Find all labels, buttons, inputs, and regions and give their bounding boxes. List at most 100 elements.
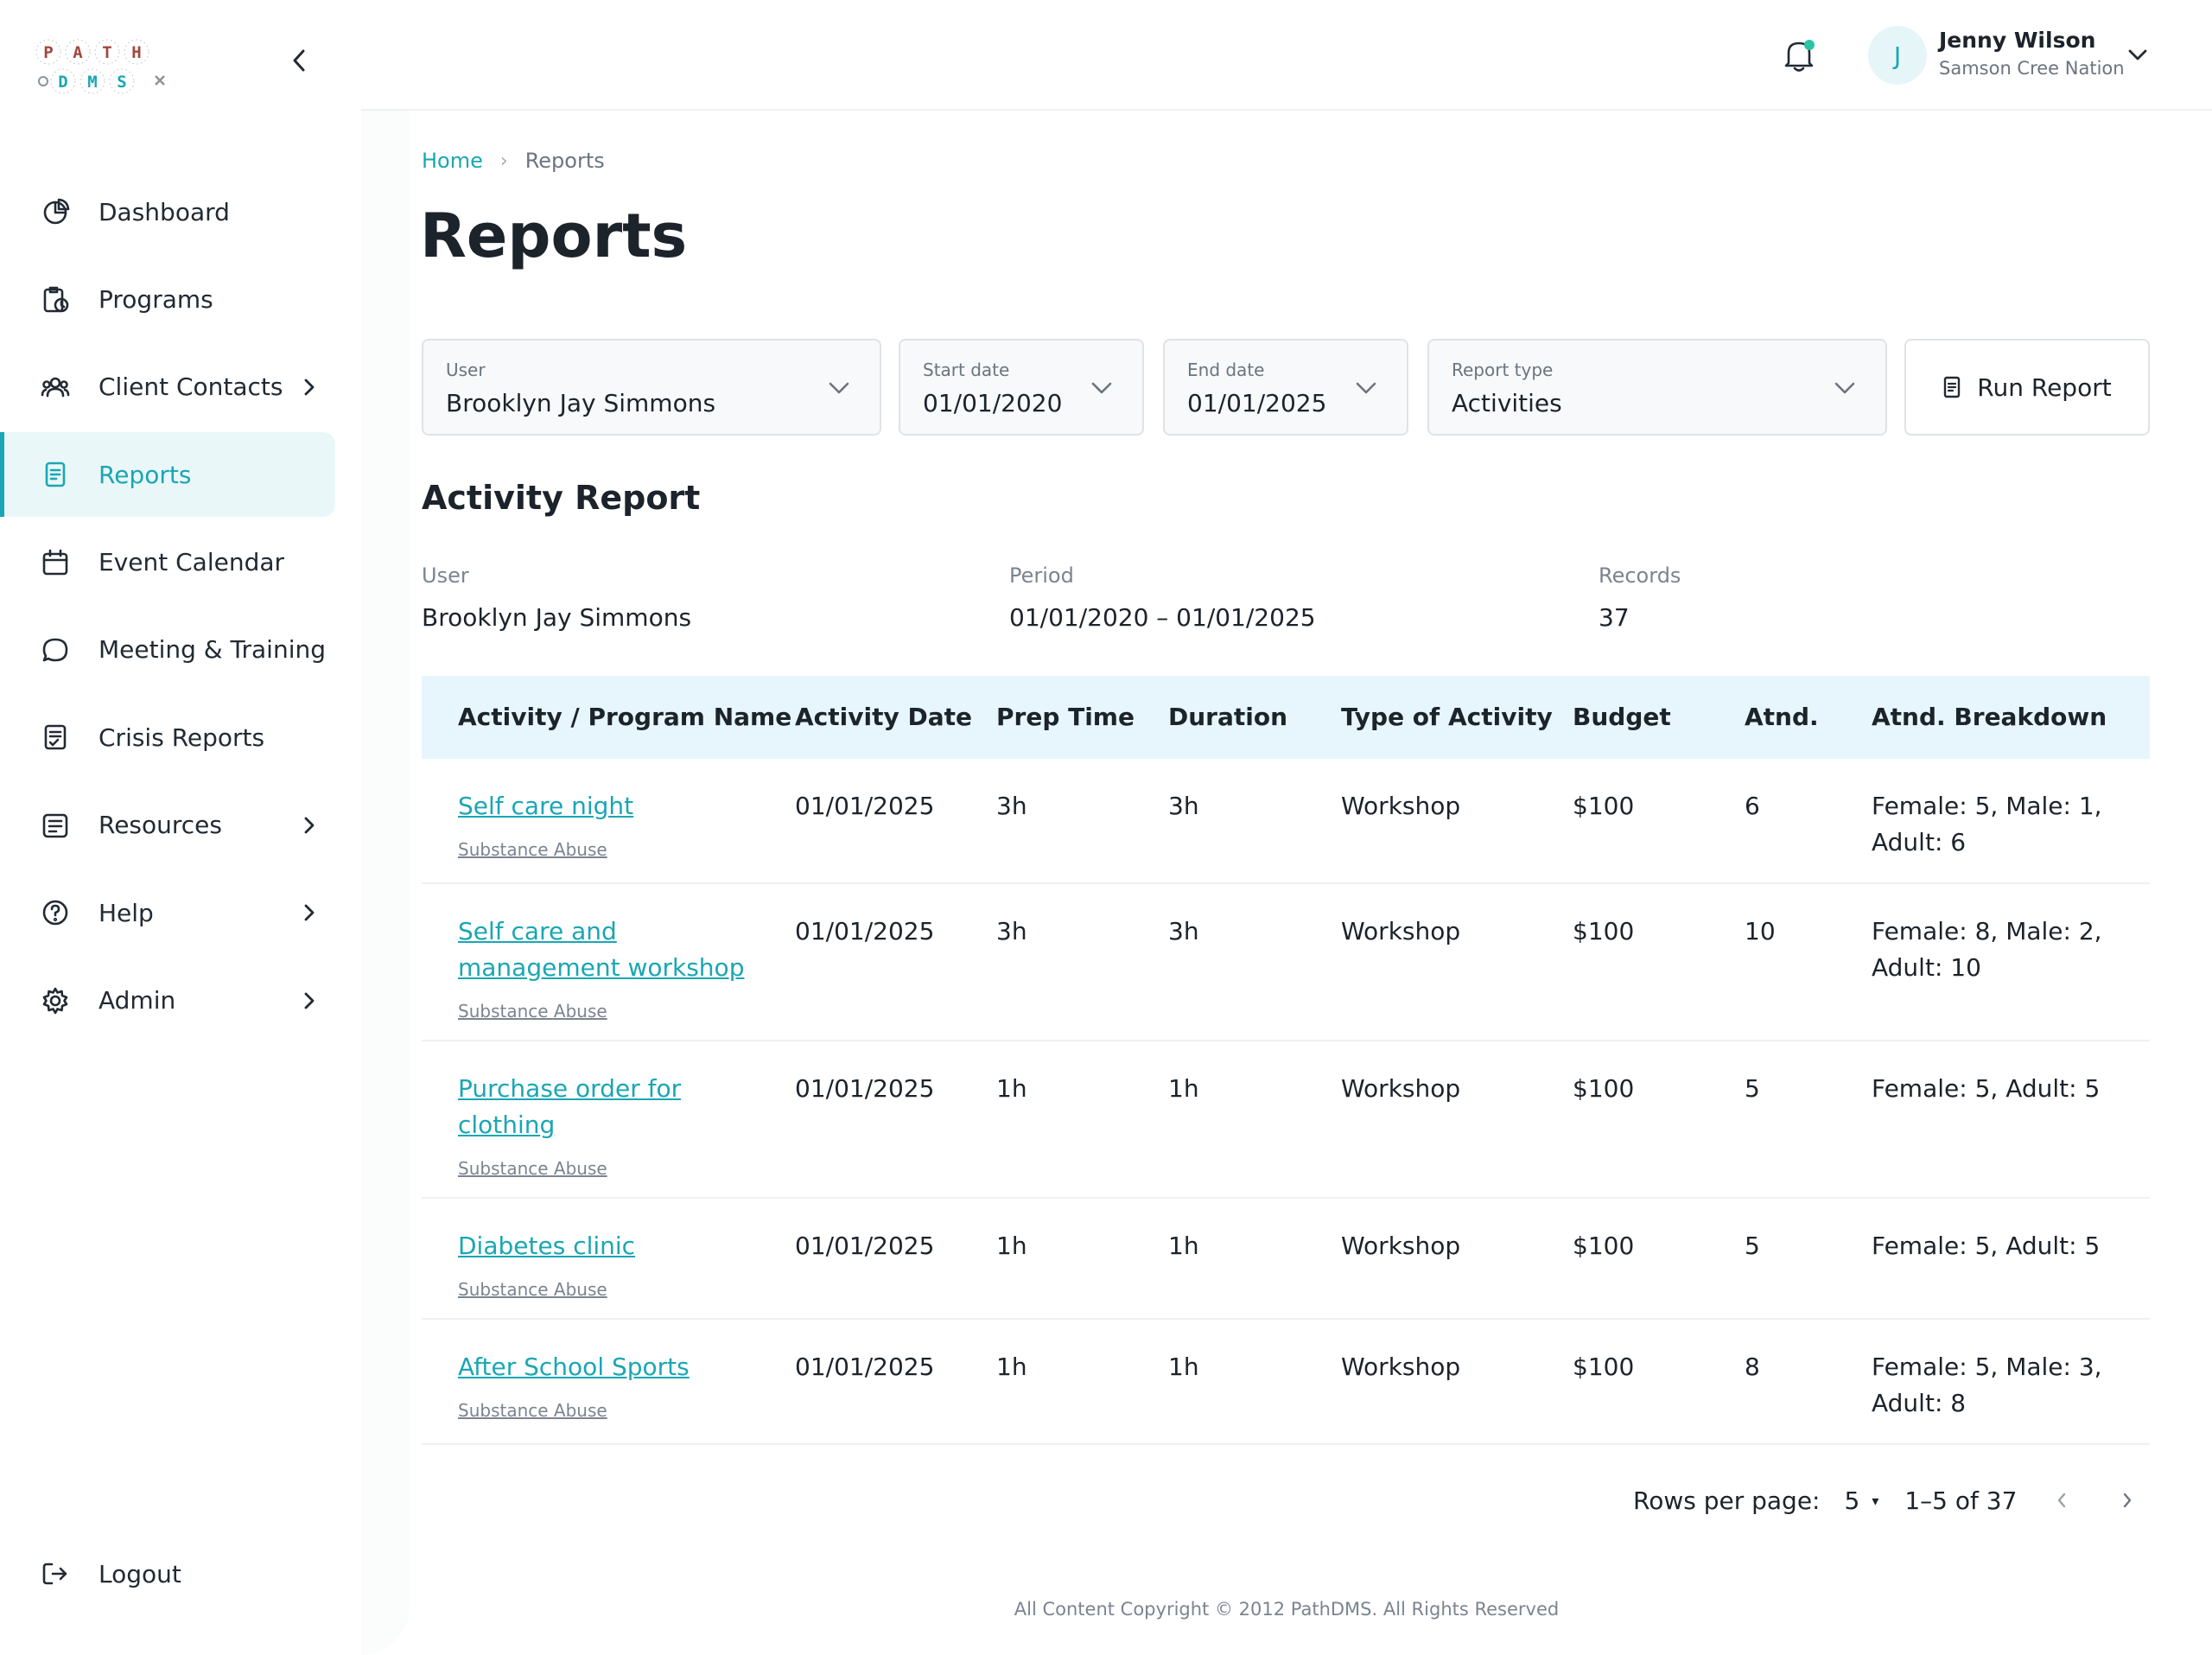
- page-title: Reports: [420, 201, 688, 271]
- notifications-button[interactable]: [1778, 35, 1820, 76]
- sidebar-item-event-calendar[interactable]: Event Calendar: [0, 520, 361, 605]
- sidebar-item-dashboard[interactable]: Dashboard: [0, 169, 361, 254]
- chevron-down-icon: [1832, 375, 1858, 401]
- run-report-button[interactable]: Run Report: [1904, 339, 2150, 436]
- sidebar: P A T H D M S Dashboard Programs Client Co…: [0, 0, 361, 1655]
- user-menu-button[interactable]: [2124, 41, 2152, 69]
- activity-name-link[interactable]: Self care night: [458, 792, 634, 820]
- summary-user: User Brooklyn Jay Simmons: [422, 563, 691, 632]
- user-info[interactable]: Jenny Wilson Samson Cree Nation: [1939, 28, 2125, 79]
- summary-user-value: Brooklyn Jay Simmons: [422, 603, 692, 632]
- logout-button[interactable]: Logout: [0, 1531, 361, 1616]
- program-category-link[interactable]: Substance Abuse: [458, 1279, 607, 1300]
- program-category-link[interactable]: Substance Abuse: [458, 1400, 607, 1421]
- rows-per-page-select[interactable]: 5 ▾: [1845, 1486, 1879, 1515]
- col-duration: 3h: [1168, 792, 1199, 820]
- col-attendance-breakdown: Female: 5, Male: 3, Adult: 8: [1872, 1349, 2102, 1422]
- report-type-value: Activities: [1452, 389, 1562, 417]
- attendance-breakdown-line: Female: 5, Adult: 5: [1872, 1074, 2101, 1103]
- bell-icon: [1784, 41, 1814, 72]
- activity-name-link[interactable]: clothing: [458, 1111, 556, 1139]
- col-attendance: 6: [1745, 792, 1760, 820]
- header-col-type-of-activity: Type of Activity: [1341, 703, 1553, 731]
- chevron-right-icon: [299, 373, 320, 401]
- header-col-duration: Duration: [1168, 703, 1288, 731]
- col-attendance-breakdown: Female: 5, Adult: 5: [1872, 1228, 2100, 1264]
- user-select[interactable]: User Brooklyn Jay Simmons: [422, 339, 881, 436]
- col-activity-name: Self care night Substance Abuse: [458, 788, 633, 868]
- activity-name-link[interactable]: Purchase order for: [458, 1074, 682, 1103]
- sidebar-item-client-contacts[interactable]: Client Contacts: [0, 345, 361, 430]
- end-date-label: End date: [1187, 360, 1265, 380]
- avatar[interactable]: J: [1868, 26, 1927, 85]
- program-category-link[interactable]: Substance Abuse: [458, 1158, 607, 1179]
- col-activity-name: After School Sports Substance Abuse: [458, 1349, 690, 1429]
- sidebar-item-crisis-reports[interactable]: Crisis Reports: [0, 695, 361, 780]
- clipboard-check-icon: [40, 722, 71, 753]
- program-category-link[interactable]: Substance Abuse: [458, 839, 607, 860]
- chevron-down-icon: [1353, 375, 1379, 401]
- table-row: After School Sports Substance Abuse 01/01/…: [422, 1320, 2150, 1445]
- breadcrumb-separator: ›: [499, 150, 508, 172]
- col-prep-time: 3h: [996, 792, 1027, 820]
- breadcrumb-current: Reports: [524, 149, 605, 173]
- sidebar-item-label: Meeting & Training: [99, 635, 327, 665]
- chevron-right-icon: [299, 899, 320, 926]
- collapse-sidebar-button[interactable]: [285, 45, 313, 76]
- attendance-breakdown-line: Adult: 10: [1872, 953, 1981, 982]
- activity-name-link[interactable]: Diabetes clinic: [458, 1232, 636, 1260]
- col-budget: $100: [1573, 792, 1635, 820]
- col-budget: $100: [1573, 1074, 1635, 1103]
- program-category-link[interactable]: Substance Abuse: [458, 1001, 607, 1022]
- logout-label: Logout: [99, 1559, 181, 1588]
- start-date-picker[interactable]: Start date 01/01/2020: [899, 339, 1144, 436]
- attendance-breakdown-line: Adult: 6: [1872, 828, 1967, 856]
- table-body: Self care night Substance Abuse 01/01/2025…: [422, 759, 2150, 1445]
- gear-icon: [40, 985, 71, 1016]
- sidebar-item-label: Crisis Reports: [99, 722, 265, 752]
- svg-text:P: P: [43, 43, 53, 62]
- attendance-breakdown-line: Female: 5, Male: 3,: [1872, 1353, 2102, 1381]
- users-icon: [40, 372, 71, 403]
- sidebar-edge: [361, 0, 410, 1655]
- sidebar-item-meeting-and-training[interactable]: Meeting & Training: [0, 608, 361, 692]
- attendance-breakdown-line: Female: 5, Male: 1,: [1872, 792, 2102, 820]
- sidebar-item-reports[interactable]: Reports: [0, 432, 335, 518]
- header-col-attendance: Atnd.: [1745, 703, 1819, 731]
- attendance-breakdown-line: Female: 5, Adult: 5: [1872, 1232, 2101, 1260]
- sidebar-item-resources[interactable]: Resources: [0, 783, 361, 868]
- report-type-select[interactable]: Report type Activities: [1427, 339, 1887, 436]
- svg-text:H: H: [131, 43, 141, 62]
- sidebar-item-programs[interactable]: Programs: [0, 257, 361, 341]
- pathdms-logo[interactable]: P A T H D M S: [35, 35, 207, 100]
- header-col-activity-name: Activity / Program Name: [458, 703, 792, 731]
- sidebar-item-label: Event Calendar: [99, 548, 285, 577]
- clipboard-clock-icon: [40, 283, 71, 315]
- end-date-picker[interactable]: End date 01/01/2025: [1163, 339, 1408, 436]
- col-type-of-activity: Workshop: [1341, 1353, 1461, 1381]
- summary-period: Period 01/01/2020 – 01/01/2025: [1009, 563, 1316, 632]
- user-name: Jenny Wilson: [1939, 28, 2096, 53]
- chevron-down-icon: [1089, 375, 1115, 401]
- activity-name-link[interactable]: management workshop: [458, 953, 745, 982]
- col-activity-date: 01/01/2025: [795, 917, 935, 945]
- table-row: Self care night Substance Abuse 01/01/2025…: [422, 759, 2150, 884]
- previous-page-button[interactable]: [2041, 1480, 2082, 1521]
- activity-name-link[interactable]: After School Sports: [458, 1353, 690, 1381]
- sidebar-item-help[interactable]: Help: [0, 870, 361, 955]
- sidebar-nav: Dashboard Programs Client Contacts Reports E…: [0, 169, 361, 1046]
- attendance-breakdown-line: Female: 8, Male: 2,: [1872, 917, 2102, 945]
- breadcrumb-home-link[interactable]: Home: [422, 149, 483, 173]
- report-type-label: Report type: [1452, 360, 1554, 380]
- activity-name-link[interactable]: Self care and: [458, 917, 617, 945]
- user-select-label: User: [446, 360, 486, 380]
- logout-icon: [40, 1558, 71, 1589]
- pagination: Rows per page: 5 ▾ 1–5 of 37: [1633, 1480, 2148, 1521]
- sidebar-item-label: Dashboard: [99, 197, 230, 226]
- sidebar-item-admin[interactable]: Admin: [0, 958, 361, 1043]
- footer-copyright: All Content Copyright © 2012 PathDMS. Al…: [1014, 1599, 1560, 1620]
- notification-dot: [1804, 40, 1815, 50]
- col-activity-name: Self care and management workshop Substanc…: [458, 913, 744, 1029]
- next-page-button[interactable]: [2107, 1480, 2148, 1521]
- table-row: Diabetes clinic Substance Abuse 01/01/2025…: [422, 1199, 2150, 1320]
